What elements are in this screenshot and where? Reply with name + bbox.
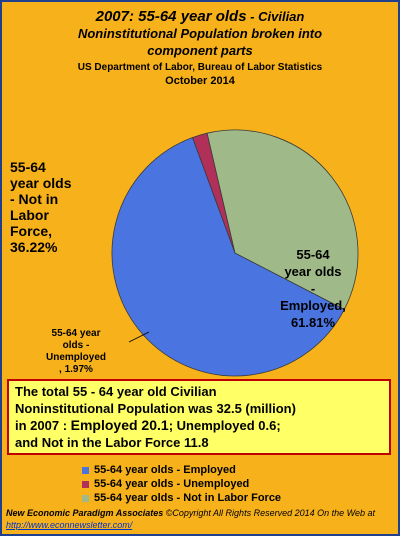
legend-swatch (82, 480, 89, 488)
label-part: Unemployed (45, 352, 106, 363)
legend-label: 55-64 year olds - Unemployed (94, 478, 250, 490)
label-part: 36.22% (10, 239, 58, 255)
chart-title-line1: 2007: 55-64 year olds - Civilian (2, 8, 398, 25)
legend-label: 55-64 year olds - Employed (94, 464, 236, 476)
label-part: 61.81% (290, 315, 336, 330)
note-text: in 2007 : (15, 418, 71, 433)
footer-copyright: ©Copyright All Rights Reserved 2014 On t… (163, 508, 375, 518)
label-part: , 1.97% (59, 364, 93, 375)
footer-org: New Economic Paradigm Associates (6, 508, 164, 518)
legend-item-not-in-labor-force: 55-64 year olds - Not in Labor Force (82, 491, 281, 505)
title-year: 2007: 55-64 year olds (95, 8, 247, 25)
label-part: year olds (284, 264, 342, 279)
footer: New Economic Paradigm Associates ©Copyri… (6, 507, 375, 531)
chart-subtitle-date: October 2014 (165, 75, 235, 87)
label-part: - Not in (10, 191, 59, 207)
label-part: 55-64 (296, 247, 330, 262)
label-part: year olds (10, 175, 72, 191)
legend-item-unemployed: 55-64 year olds - Unemployed (82, 477, 281, 491)
legend-item-employed: 55-64 year olds - Employed (82, 463, 281, 477)
note-line: in 2007 : Employed 20.1; Unemployed 0.6; (15, 417, 383, 434)
footer-link[interactable]: http://www.econnewsletter.com/ (6, 520, 133, 530)
legend-swatch (82, 494, 89, 502)
label-part: Employed, (280, 298, 346, 313)
slice-label-employed: 55-64 year olds - Employed, 61.81% (254, 246, 372, 331)
slice-label-unemployed: 55-64 year olds - Unemployed , 1.97% (30, 328, 122, 376)
note-line: The total 55 - 64 year old Civilian (15, 384, 217, 399)
legend-label: 55-64 year olds - Not in Labor Force (94, 492, 282, 504)
slice-label-not-in-labor-force: 55-64 year olds - Not in Labor Force, 36… (10, 159, 110, 255)
summary-note-box: The total 55 - 64 year old Civilian Noni… (7, 379, 391, 455)
legend-swatch (82, 466, 89, 474)
title-rest: - Civilian (246, 9, 305, 24)
label-part: - (310, 281, 316, 296)
label-part: olds - (62, 340, 90, 351)
chart-title-line3: component parts (147, 43, 253, 58)
unemployed-leader-line (128, 331, 150, 343)
chart-legend: 55-64 year olds - Employed 55-64 year ol… (82, 463, 281, 505)
note-line: Noninstitutional Population was 32.5 (mi… (15, 401, 296, 416)
label-part: Labor (10, 207, 49, 223)
note-highlight: Employed 20.1 (70, 417, 169, 433)
pie-slice-not-in-labor-force (206, 129, 359, 310)
note-line: and Not in the Labor Force 11.8 (15, 435, 209, 450)
pie-slice-employed (111, 137, 345, 377)
chart-title-line2: Noninstitutional Population broken into (77, 26, 323, 41)
label-part: Force, (10, 223, 53, 239)
chart-subtitle-source: US Department of Labor, Bureau of Labor … (77, 62, 323, 73)
label-part: 55-64 year (51, 328, 101, 339)
note-text: ; Unemployed 0.6; (168, 418, 281, 433)
label-part: 55-64 (10, 159, 46, 175)
